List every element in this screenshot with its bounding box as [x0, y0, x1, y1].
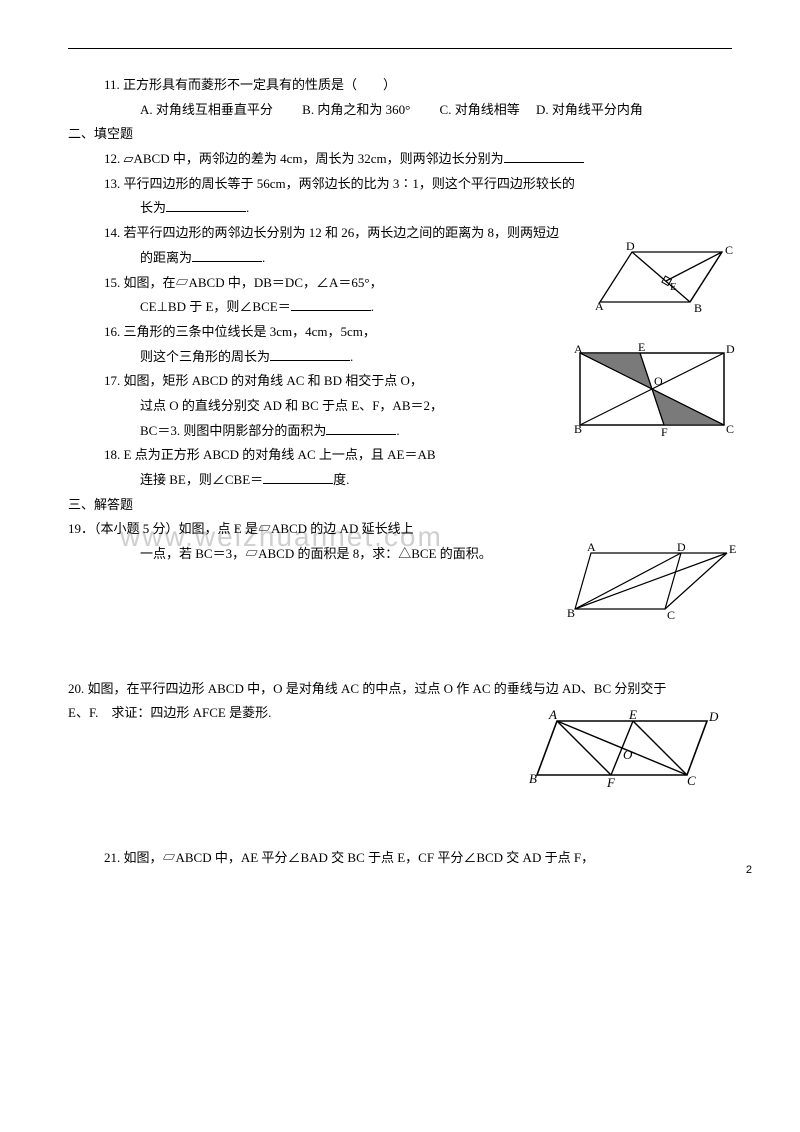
q11-options: A. 对角线互相垂直平分 B. 内角之和为 360° C. 对角线相等 D. 对…: [68, 98, 732, 123]
q11-optD: D. 对角线平分内角: [536, 102, 643, 117]
fig19-A: A: [587, 540, 596, 554]
q11-optA: A. 对角线互相垂直平分: [140, 102, 273, 117]
q17-blank: [326, 421, 396, 435]
fig15-C: C: [725, 243, 733, 257]
fig19-D: D: [677, 540, 686, 554]
fig17-E: E: [638, 340, 645, 354]
fig17-C: C: [726, 422, 734, 436]
q13-line2: 长为.: [68, 196, 732, 221]
figure-17: A B C D E F O: [562, 339, 742, 439]
fig20-O: O: [623, 747, 633, 762]
fig17-B: B: [574, 422, 582, 436]
figure-19: A B C D E: [557, 539, 742, 629]
q11-optB: B. 内角之和为 360°: [302, 102, 410, 117]
fig20-D: D: [708, 709, 719, 724]
fig17-A: A: [574, 342, 583, 356]
fig15-B: B: [694, 301, 702, 315]
q18c-text: 度.: [333, 472, 349, 487]
q19-line1: 19．（本小题 5 分）如图，点 E 是▱ABCD 的边 AD 延长线上: [68, 517, 732, 542]
q14-blank: [192, 248, 262, 262]
q15b-text: CE⊥BD 于 E，则∠BCE＝: [140, 299, 291, 314]
q18-line2: 连接 BE，则∠CBE＝ 度.: [68, 468, 732, 493]
fig20-B: B: [529, 771, 537, 786]
q13-period: .: [246, 200, 249, 215]
fig20-A: A: [548, 707, 557, 722]
figure-15: A B C D E: [572, 240, 742, 318]
q13b-text: 长为: [140, 200, 166, 215]
figure-20: A B C D E F O: [527, 705, 722, 795]
fig20-E: E: [628, 707, 637, 722]
q13-line1: 13. 平行四边形的周长等于 56cm，两邻边长的比为 3∶1，则这个平行四边形…: [68, 172, 732, 197]
fig17-D: D: [726, 342, 735, 356]
q14-period: .: [262, 250, 265, 265]
section-2-heading: 二、填空题: [68, 122, 732, 147]
q17-period: .: [396, 423, 399, 438]
q15-blank: [291, 297, 371, 311]
fig17-F: F: [661, 425, 668, 439]
q12: 12. ▱ABCD 中，两邻边的差为 4cm，周长为 32cm，则两邻边长分别为: [68, 147, 732, 172]
fig15-E: E: [670, 281, 677, 293]
q15-period: .: [371, 299, 374, 314]
q21: 21. 如图，▱ABCD 中，AE 平分∠BAD 交 BC 于点 E，CF 平分…: [68, 846, 732, 871]
section-3-heading: 三、解答题: [68, 493, 732, 518]
q18-blank: [263, 470, 333, 484]
q16b-text: 则这个三角形的周长为: [140, 349, 270, 364]
fig15-D: D: [626, 240, 635, 253]
q13-blank: [166, 198, 246, 212]
fig20-F: F: [606, 775, 616, 790]
q11-stem: 11. 正方形具有而菱形不一定具有的性质是（ ）: [68, 73, 732, 98]
fig17-O: O: [654, 374, 663, 388]
q17c-text: BC＝3. 则图中阴影部分的面积为: [140, 423, 326, 438]
fig15-A: A: [595, 299, 604, 313]
q16-blank: [270, 347, 350, 361]
q12-text: 12. ▱ABCD 中，两邻边的差为 4cm，周长为 32cm，则两邻边长分别为: [104, 151, 504, 166]
q11-optC: C. 对角线相等: [440, 102, 520, 117]
fig19-B: B: [567, 606, 575, 620]
q18-line1: 18. E 点为正方形 ABCD 的对角线 AC 上一点，且 AE＝AB: [68, 443, 732, 468]
fig19-E: E: [729, 542, 736, 556]
q18b-text: 连接 BE，则∠CBE＝: [140, 472, 263, 487]
q14b-text: 的距离为: [140, 250, 192, 265]
q20-line1: 20. 如图，在平行四边形 ABCD 中，O 是对角线 AC 的中点，过点 O …: [68, 677, 732, 702]
top-rule: [68, 48, 732, 49]
q16-period: .: [350, 349, 353, 364]
fig19-C: C: [667, 608, 675, 622]
q12-blank: [504, 149, 584, 163]
fig20-C: C: [687, 773, 696, 788]
page-number: 2: [746, 860, 752, 881]
